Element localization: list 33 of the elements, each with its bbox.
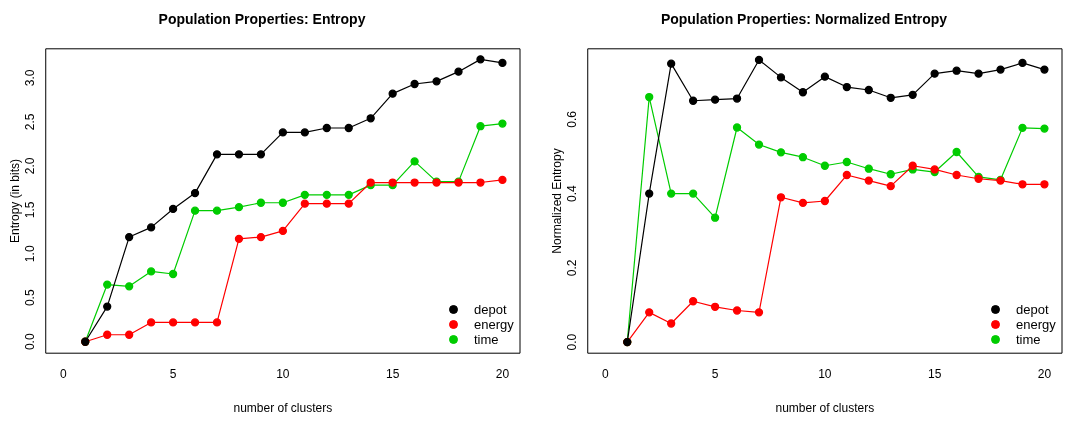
y-tick-label: 1.5 xyxy=(23,201,38,219)
legend-label: time xyxy=(474,332,499,348)
x-tick-label: 20 xyxy=(1037,366,1052,381)
x-tick-label: 5 xyxy=(711,366,719,381)
y-tick-label: 0.5 xyxy=(23,289,38,307)
y-tick-label: 0.2 xyxy=(565,259,580,277)
x-tick-label: 5 xyxy=(169,366,177,381)
x-tick-label: 0 xyxy=(601,366,609,381)
y-axis-title: Normalized Entropy xyxy=(549,148,564,254)
x-tick-label: 20 xyxy=(495,366,510,381)
chart-title: Population Properties: Entropy xyxy=(158,11,366,28)
x-tick-label: 0 xyxy=(59,366,67,381)
y-tick-label: 0.0 xyxy=(565,333,580,351)
x-tick-label: 10 xyxy=(276,366,290,381)
legend-label: energy xyxy=(1016,317,1056,333)
y-tick-label: 0.4 xyxy=(565,184,580,202)
x-axis-title: number of clusters xyxy=(233,401,333,416)
legend-label: depot xyxy=(474,302,507,318)
y-tick-label: 0.0 xyxy=(23,333,38,351)
legend-label: time xyxy=(1016,332,1041,348)
x-axis-title: number of clusters xyxy=(775,401,875,416)
y-axis-title: Entropy (in bits) xyxy=(7,158,22,244)
x-tick-label: 15 xyxy=(385,366,400,381)
y-tick-label: 1.0 xyxy=(23,245,38,263)
x-tick-label: 15 xyxy=(927,366,942,381)
y-tick-label: 3.0 xyxy=(23,69,38,87)
legend-label: energy xyxy=(474,317,514,333)
y-tick-label: 0.6 xyxy=(565,110,580,128)
y-tick-label: 2.5 xyxy=(23,113,38,131)
legend-label: depot xyxy=(1016,302,1049,318)
chart-title: Population Properties: Normalized Entropy xyxy=(660,11,948,28)
x-tick-label: 10 xyxy=(818,366,832,381)
y-tick-label: 2.0 xyxy=(23,157,38,175)
